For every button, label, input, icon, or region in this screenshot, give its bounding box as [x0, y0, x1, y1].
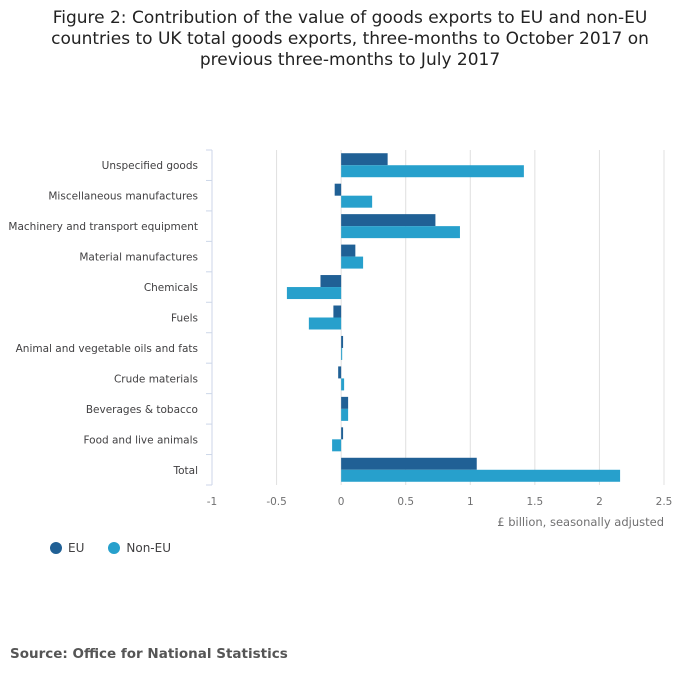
x-tick-label: 1.5 [527, 496, 544, 508]
bar-chart: -1 -0.5 0 0.5 1 1.5 2 2.5 Unspecified goods Misce… [8, 149, 673, 529]
bar-eu [338, 366, 342, 379]
category-label: Fuels [171, 313, 198, 325]
x-tick-label: 2 [596, 496, 603, 508]
category-label: Material manufactures [79, 252, 198, 264]
x-tick-label: -1 [207, 496, 217, 508]
legend-marker-non-eu [108, 542, 121, 554]
bar-non-eu [341, 469, 621, 482]
x-tick-label: -0.5 [266, 496, 287, 508]
category-label: Total [172, 465, 198, 477]
bar-non-eu [341, 226, 460, 239]
x-tick-label: 1 [467, 496, 474, 508]
chart-title: Figure 2: Contribution of the value of g… [51, 8, 649, 70]
x-tick-label: 0.5 [397, 496, 414, 508]
bar-non-eu [341, 195, 373, 208]
category-label: Chemicals [144, 282, 198, 294]
legend-item-eu: EU [50, 541, 84, 555]
legend-item-non-eu: Non-EU [108, 541, 171, 555]
bar-non-eu [286, 287, 342, 300]
legend: EU Non-EU [50, 541, 171, 555]
bar-eu [341, 457, 477, 470]
category-label: Food and live animals [83, 434, 198, 446]
category-label: Beverages & tobacco [86, 404, 198, 416]
x-tick-label: 2.5 [656, 496, 673, 508]
bar-non-eu [341, 378, 345, 391]
category-label: Miscellaneous manufactures [48, 191, 198, 203]
legend-label-non-eu: Non-EU [126, 541, 171, 555]
bar-eu [341, 396, 349, 409]
bar-eu [341, 214, 436, 227]
source-note: Source: Office for National Statistics [10, 646, 288, 662]
legend-label-eu: EU [68, 541, 85, 555]
bar-non-eu [332, 439, 342, 452]
bar-non-eu [341, 165, 524, 178]
x-axis-label: £ billion, seasonally adjusted [497, 515, 664, 529]
bar-eu [341, 427, 344, 440]
bar-non-eu [341, 408, 349, 421]
category-label: Animal and vegetable oils and fats [16, 343, 198, 355]
bar-non-eu [308, 317, 342, 330]
bar-eu [334, 183, 342, 196]
legend-marker-eu [50, 542, 62, 554]
bar-eu [341, 244, 356, 257]
bar-eu [320, 275, 342, 288]
category-label: Crude materials [114, 373, 198, 385]
bar-non-eu [341, 256, 364, 269]
bar-eu [333, 305, 342, 318]
category-label: Machinery and transport equipment [8, 221, 198, 233]
bar-eu [341, 335, 344, 348]
bar-eu [341, 153, 388, 166]
x-tick-label: 0 [338, 496, 345, 508]
category-label: Unspecified goods [102, 160, 198, 172]
bar-non-eu [341, 347, 343, 360]
